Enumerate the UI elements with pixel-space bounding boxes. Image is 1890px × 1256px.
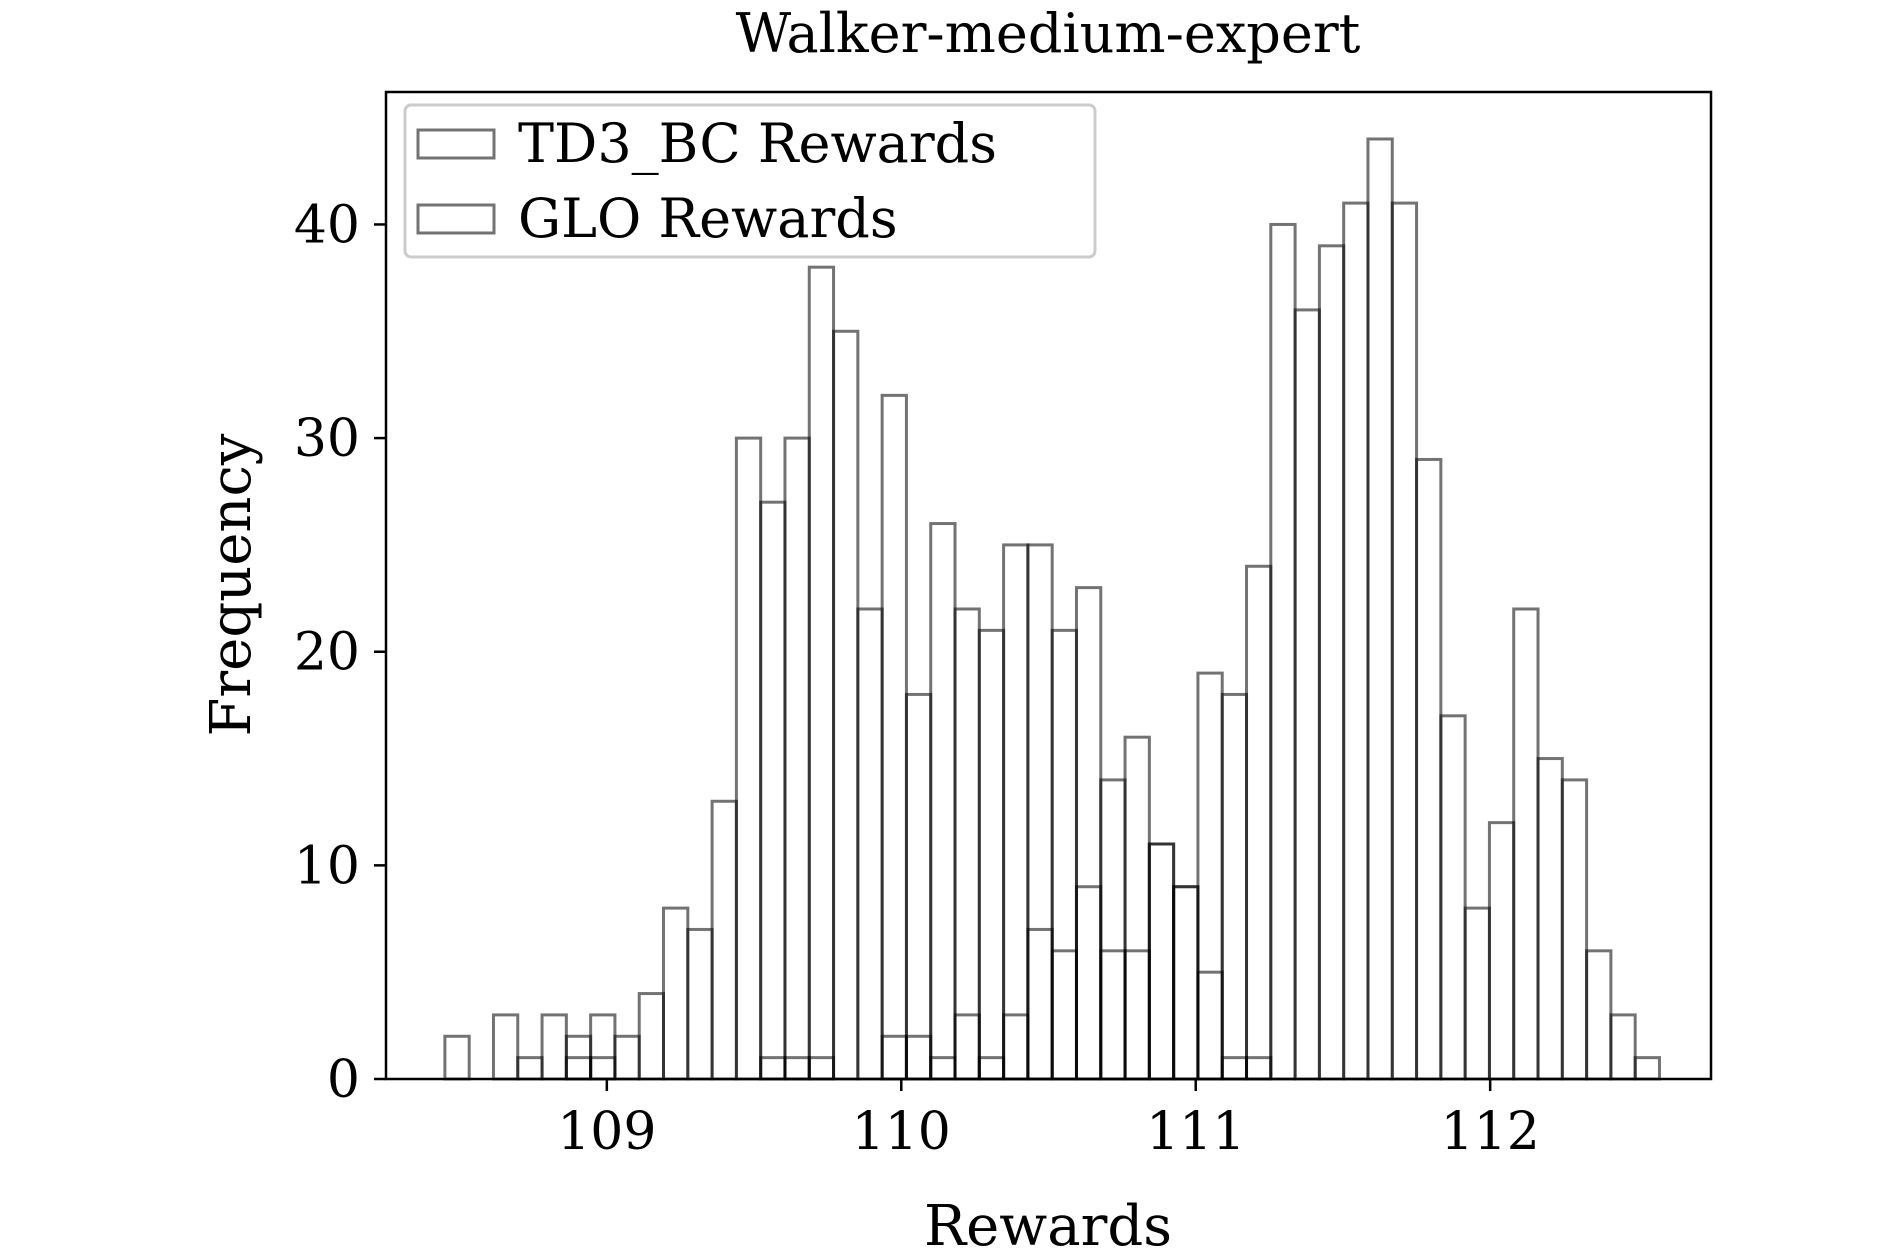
bar-td3bc-34	[1269, 222, 1297, 1081]
y-tick-label: 10	[294, 836, 360, 896]
bar-glo-25	[1050, 949, 1078, 1081]
bar-td3bc-48	[1609, 1013, 1637, 1081]
bar-td3bc-30	[1172, 885, 1200, 1081]
bar-glo-3	[516, 1056, 544, 1081]
bar-td3bc-7	[613, 1034, 641, 1081]
bar-td3bc-40	[1415, 457, 1443, 1081]
bar-td3bc-33	[1245, 564, 1273, 1081]
bar-td3bc-6	[589, 1013, 617, 1081]
y-axis: 0 10 20 30 40	[294, 195, 386, 1110]
bar-td3bc-4	[540, 1013, 568, 1081]
bar-td3bc-42	[1463, 906, 1491, 1081]
bar-td3bc-39	[1390, 201, 1419, 1081]
bar-glo-19	[904, 1034, 933, 1081]
x-tick-label: 110	[852, 1102, 951, 1162]
bar-glo-23	[1002, 1013, 1030, 1081]
bar-td3bc-26	[1074, 586, 1103, 1081]
bar-glo-27	[1099, 949, 1127, 1081]
bar-td3bc-18	[880, 393, 908, 1081]
bar-td3bc-9	[662, 906, 690, 1081]
bar-td3bc-32	[1220, 692, 1249, 1081]
bar-td3bc-21	[953, 607, 981, 1081]
bar-glo-22	[977, 1056, 1006, 1081]
bar-td3bc-2	[491, 1013, 520, 1081]
bar-td3bc-22	[977, 628, 1006, 1081]
bar-glo-32	[1220, 1056, 1249, 1081]
bar-glo-20	[929, 1056, 957, 1081]
bar-glo-14	[783, 1056, 811, 1081]
bar-td3bc-38	[1366, 137, 1394, 1081]
bar-td3bc-29	[1147, 842, 1176, 1081]
y-tick-label: 0	[327, 1050, 360, 1110]
bar-glo-30	[1172, 885, 1200, 1081]
bar-td3bc-37	[1342, 201, 1370, 1081]
legend-label-glo: GLO Rewards	[518, 187, 898, 250]
bar-glo-31	[1196, 970, 1224, 1081]
bar-td3bc-47	[1585, 949, 1613, 1081]
legend: TD3_BC Rewards GLO Rewards	[403, 103, 1097, 259]
bar-td3bc-11	[710, 799, 738, 1081]
bar-glo-28	[1123, 949, 1151, 1081]
chart-title: Walker-medium-expert	[736, 2, 1361, 65]
bar-glo-6	[589, 1056, 617, 1081]
bar-td3bc-46	[1560, 778, 1589, 1081]
bar-td3bc-31	[1196, 671, 1224, 1081]
bar-td3bc-44	[1512, 607, 1540, 1081]
bar-td3bc-17	[856, 607, 884, 1081]
legend-swatch-glo	[416, 203, 496, 235]
y-tick-label: 30	[294, 409, 360, 469]
bar-td3bc-20	[929, 522, 957, 1081]
bar-td3bc-13	[759, 500, 787, 1081]
bar-glo-24	[1026, 927, 1054, 1081]
bar-td3bc-16	[832, 329, 860, 1081]
axes-frame	[384, 90, 1713, 1081]
bar-td3bc-25	[1050, 628, 1078, 1081]
bar-td3bc-45	[1536, 757, 1564, 1081]
bar-td3bc-8	[637, 992, 666, 1081]
bar-glo-21	[953, 1013, 981, 1081]
bar-glo-26	[1074, 885, 1103, 1081]
bar-td3bc-43	[1487, 821, 1516, 1081]
x-axis-label: Rewards	[924, 1194, 1172, 1256]
legend-swatch-td3bc	[416, 128, 496, 160]
bar-glo-18	[880, 1034, 908, 1081]
plot-area	[384, 90, 1713, 1081]
bar-td3bc-14	[783, 436, 811, 1081]
bar-td3bc-19	[904, 692, 933, 1081]
bar-td3bc-49	[1633, 1056, 1661, 1081]
y-tick-label: 40	[294, 195, 360, 255]
bar-td3bc-41	[1439, 714, 1467, 1081]
bar-glo-5	[564, 1056, 593, 1081]
bar-td3bc-23	[1002, 543, 1030, 1081]
x-axis: 109 110 111 112	[557, 1079, 1540, 1162]
bar-td3bc-28	[1123, 735, 1151, 1081]
bar-td3bc-0	[443, 1034, 471, 1081]
y-axis-label: Frequency	[199, 433, 264, 736]
legend-box	[403, 103, 1097, 259]
bar-td3bc-24	[1026, 543, 1054, 1081]
bar-td3bc-15	[807, 265, 836, 1081]
x-tick-label: 112	[1441, 1102, 1540, 1162]
x-tick-label: 109	[557, 1102, 656, 1162]
bar-td3bc-10	[686, 927, 714, 1081]
bar-td3bc-36	[1317, 244, 1346, 1081]
bar-td3bc-27	[1099, 778, 1127, 1081]
series-glo-bars	[516, 842, 1273, 1081]
y-tick-label: 20	[294, 623, 360, 683]
bar-td3bc-35	[1293, 308, 1321, 1081]
bar-td3bc-12	[734, 436, 763, 1081]
legend-label-td3bc: TD3_BC Rewards	[518, 112, 997, 175]
bar-glo-29	[1147, 842, 1176, 1081]
bar-glo-13	[759, 1056, 787, 1081]
bar-glo-15	[807, 1056, 836, 1081]
x-tick-label: 111	[1146, 1102, 1245, 1162]
bar-glo-33	[1245, 1056, 1273, 1081]
